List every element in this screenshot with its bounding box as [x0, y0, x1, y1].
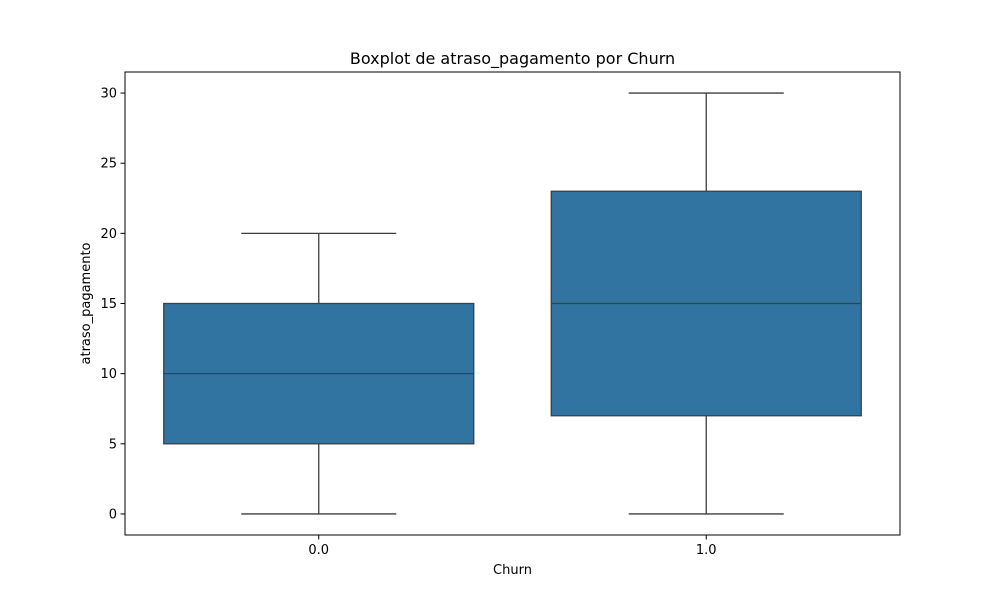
- y-tick-label: 0: [109, 507, 117, 522]
- x-axis-title: Churn: [493, 563, 532, 578]
- chart-title: Boxplot de atraso_pagamento por Churn: [350, 49, 675, 69]
- x-axis: 0.0 1.0: [308, 535, 717, 558]
- y-tick-label: 30: [100, 87, 117, 102]
- box-group-0.0: [163, 232, 475, 515]
- box-group-1.0: [550, 92, 862, 515]
- x-tick-label: 0.0: [308, 543, 329, 558]
- y-axis-title: atraso_pagamento: [79, 242, 94, 364]
- y-axis: 0 5 10 15 20 25 30: [100, 87, 125, 522]
- x-tick-label: 1.0: [696, 543, 717, 558]
- y-tick-label: 10: [100, 367, 117, 382]
- y-tick-label: 15: [100, 297, 117, 312]
- y-tick-label: 20: [100, 227, 117, 242]
- y-tick-label: 5: [109, 437, 117, 452]
- plot-area: [163, 92, 862, 515]
- y-tick-label: 25: [100, 157, 117, 172]
